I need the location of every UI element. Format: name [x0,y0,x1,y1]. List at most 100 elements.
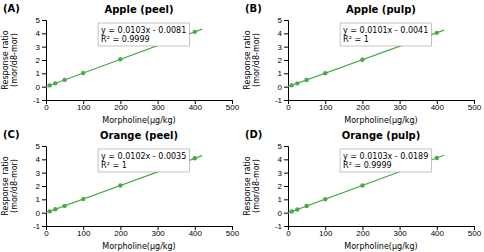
y-tick-label: 3 [36,169,41,178]
x-tick: 400 [431,100,445,112]
x-tick-label: 400 [189,229,203,238]
y-tick: 0 [278,209,288,218]
x-tick: 100 [77,226,91,238]
x-tick-label: 400 [431,229,445,238]
y-tick-mark [42,213,46,214]
point [48,209,52,213]
x-tick: 200 [114,226,128,238]
y-tick-mark [284,87,288,88]
annotation: y = 0.0103x - 0.0081 [101,26,186,35]
x-tick-label: 500 [226,103,240,112]
y-axis: -1012345 [33,142,47,231]
y-tick-mark [284,159,288,160]
y-axis-line [284,21,289,101]
point [193,30,197,34]
y-tick: 3 [278,43,288,52]
x-tick: 300 [151,100,165,112]
panel: (C)Orange (peel)0100200300400500-1012345… [1,129,240,251]
x-tick-label: 100 [77,229,91,238]
y-tick-mark [42,100,46,101]
x-tick-label: 300 [393,103,407,112]
point [360,58,364,62]
equation-box-frame [98,23,189,46]
x-tick-label: 0 [44,103,49,112]
x-axis-line [289,101,475,105]
x-axis: 0100200300400500 [286,100,481,112]
x-axis-title: Morpholine(μg/kg) [344,242,417,251]
x-tick-label: 500 [468,229,482,238]
y-axis-title: Response ratio(mor/d8-mor) [1,156,19,216]
y-tick-mark [284,100,288,101]
annotation: R² = 0.9999 [101,35,150,44]
x-tick-label: 200 [356,103,370,112]
x-tick: 300 [393,100,407,112]
x-axis: 0100200300400500 [286,226,481,238]
y-tick-label: 1 [278,195,283,204]
x-tick: 0 [44,226,49,238]
y-tick-mark [284,213,288,214]
panel-label: (C) [3,129,19,140]
x-tick: 200 [356,100,370,112]
x-tick-label: 200 [114,229,128,238]
y-tick: 4 [278,29,288,38]
y-tick-mark [284,47,288,48]
x-axis-title: Morpholine(μg/kg) [344,116,417,125]
y-tick-mark [42,73,46,74]
y-axis-title-line: (mor/d8-mor) [252,33,261,87]
panel-label: (A) [3,3,20,14]
x-tick: 500 [468,226,482,238]
point [295,81,299,85]
y-axis-line [42,147,47,227]
y-tick-label: 0 [36,83,41,92]
y-axis-title-line: (mor/d8-mor) [10,33,19,87]
equation-box: y = 0.0101x - 0.0041R² = 1 [340,23,431,46]
point [435,156,439,160]
point [81,197,85,201]
x-tick-label: 100 [319,229,333,238]
x-tick: 200 [114,100,128,112]
point [323,197,327,201]
panel: (A)Apple (peel)0100200300400500-1012345M… [1,3,240,125]
x-tick: 0 [286,226,291,238]
plot-area: 0100200300400500-1012345Morpholine(μg/kg… [1,16,240,125]
x-tick-label: 300 [151,229,165,238]
equation-box: y = 0.0102x - 0.0035R² = 1 [98,149,189,172]
y-tick-label: -1 [33,96,41,105]
y-tick: -1 [33,222,46,231]
x-tick-label: 400 [189,103,203,112]
y-tick-label: 2 [278,182,283,191]
y-tick: 0 [278,83,288,92]
annotation: R² = 1 [343,35,369,44]
y-axis-title-line: (mor/d8-mor) [10,159,19,213]
y-tick-mark [42,186,46,187]
y-tick-label: 4 [36,155,41,164]
plot-area: 0100200300400500-1012345Morpholine(μg/kg… [243,142,482,251]
y-axis-line [284,147,289,227]
y-tick-mark [284,73,288,74]
equation-box: y = 0.0103x - 0.0189R² = 0.9999 [340,149,431,172]
y-axis-title: Response ratio(mor/d8-mor) [1,30,19,90]
y-axis-title-line: (mor/d8-mor) [252,159,261,213]
y-tick: 1 [278,69,288,78]
y-tick-mark [42,199,46,200]
x-tick-label: 300 [151,103,165,112]
y-tick: 3 [36,43,46,52]
y-tick-label: 5 [278,142,283,151]
y-tick-mark [284,20,288,21]
point [304,204,308,208]
x-tick: 100 [319,226,333,238]
equation-box-frame [98,149,189,172]
title: Orange (peel) [100,130,178,141]
y-tick-mark [284,226,288,227]
y-axis-title: Response ratio(mor/d8-mor) [243,156,261,216]
y-tick-mark [42,20,46,21]
y-tick-label: 3 [278,43,283,52]
annotation: y = 0.0103x - 0.0189 [343,152,428,161]
title: Apple (pulp) [346,4,416,15]
x-tick-label: 300 [393,229,407,238]
x-tick-label: 500 [468,103,482,112]
y-tick-label: 4 [36,29,41,38]
x-axis: 0100200300400500 [44,100,239,112]
x-tick: 400 [431,226,445,238]
x-tick: 400 [189,226,203,238]
